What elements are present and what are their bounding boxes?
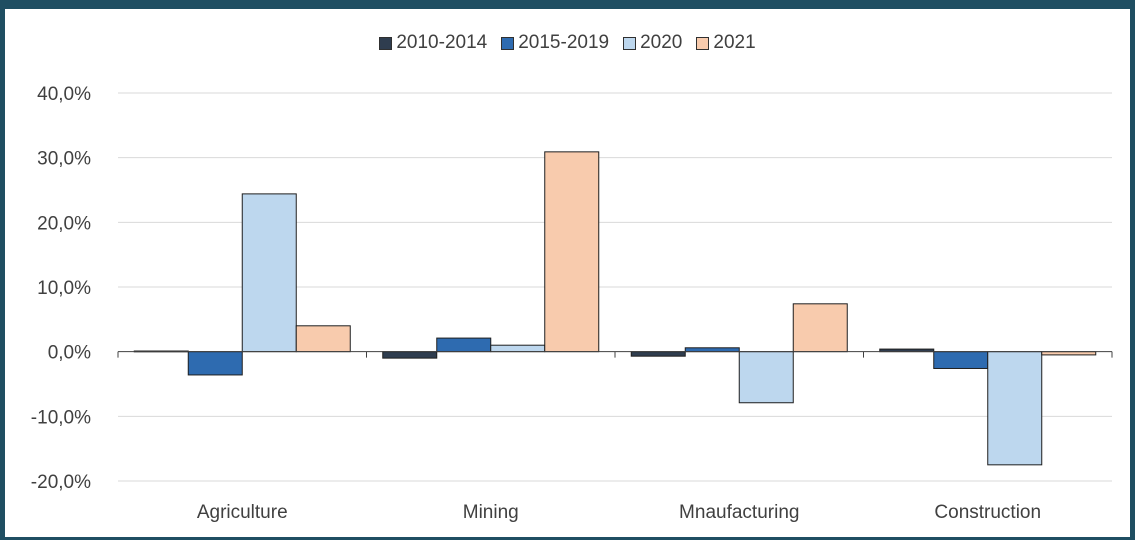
x-tick-label: Mining (463, 502, 519, 523)
legend-label-2021: 2021 (713, 32, 756, 53)
bar-2020-Mnaufacturing (738, 351, 794, 404)
bar-2021-Agriculture (295, 325, 351, 353)
legend-item-2010-2014: 2010-2014 (379, 32, 487, 54)
bar-2021-Mnaufacturing (792, 303, 848, 353)
y-tick-label: 20,0% (37, 213, 91, 234)
y-tick-label: 0,0% (48, 343, 91, 364)
legend-label-2015-2019: 2015-2019 (518, 32, 610, 53)
bar-2015-2019-Mnaufacturing (684, 347, 740, 353)
legend-label-2020: 2020 (640, 32, 683, 53)
x-tick-label: Mnaufacturing (679, 502, 799, 523)
bar-2020-Construction (987, 351, 1043, 466)
legend-swatch-2021 (696, 36, 710, 50)
bar-2010-2014-Mnaufacturing (630, 351, 686, 357)
x-tick-label: Agriculture (197, 502, 288, 523)
bar-2020-Agriculture (241, 193, 297, 353)
bar-2010-2014-Mining (382, 351, 438, 359)
legend-swatch-2010-2014 (379, 36, 393, 50)
y-tick-label: 30,0% (37, 149, 91, 170)
legend: 2010-2014 2015-2019 2020 2021 (0, 28, 1135, 58)
legend-swatch-2015-2019 (501, 36, 515, 50)
y-tick-label: -10,0% (31, 407, 91, 428)
legend-item-2015-2019: 2015-2019 (501, 32, 609, 54)
legend-item-2020: 2020 (623, 32, 682, 54)
bar-2020-Mining (490, 344, 546, 353)
bar-2015-2019-Mining (436, 337, 492, 353)
legend-item-2021: 2021 (696, 32, 756, 54)
bar-2015-2019-Agriculture (187, 351, 243, 376)
bar-2015-2019-Construction (933, 351, 989, 369)
y-tick-label: 40,0% (37, 84, 91, 105)
bar-2021-Mining (544, 151, 600, 353)
legend-swatch-2020 (623, 36, 637, 50)
y-tick-label: -20,0% (31, 472, 91, 493)
x-tick-label: Construction (934, 502, 1041, 523)
legend-label-2010-2014: 2010-2014 (396, 32, 488, 53)
y-tick-label: 10,0% (37, 278, 91, 299)
title-strip (0, 0, 1135, 9)
